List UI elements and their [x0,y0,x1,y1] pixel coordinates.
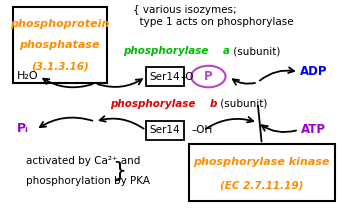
Text: ATP: ATP [301,123,326,136]
FancyBboxPatch shape [13,7,107,83]
Text: phosphoprotein: phosphoprotein [10,19,109,29]
Text: H₂O: H₂O [17,71,39,81]
Text: Ser14: Ser14 [150,125,180,135]
Text: activated by Ca²⁺ and: activated by Ca²⁺ and [26,156,140,166]
Text: b: b [210,99,217,109]
Text: phosphorylation by PKA: phosphorylation by PKA [26,176,150,187]
Text: (subunit): (subunit) [230,46,280,56]
Text: P: P [204,70,213,83]
Text: a: a [223,46,230,56]
Text: –OH: –OH [192,125,213,135]
Text: ADP: ADP [300,66,327,78]
FancyBboxPatch shape [146,120,184,140]
Text: –O: –O [181,72,194,82]
Text: Pᵢ: Pᵢ [17,122,29,135]
FancyBboxPatch shape [146,67,184,87]
Text: phosphorylase kinase: phosphorylase kinase [194,157,330,167]
Text: (3.1.3.16): (3.1.3.16) [31,62,89,72]
Text: }: } [112,161,127,181]
Text: (subunit): (subunit) [217,99,267,109]
FancyBboxPatch shape [189,144,335,201]
Text: phosphatase: phosphatase [19,40,100,50]
Text: phosphorylase: phosphorylase [123,46,212,56]
Circle shape [191,66,226,87]
Text: Ser14: Ser14 [150,72,180,82]
Text: (EC 2.7.11.19): (EC 2.7.11.19) [220,180,304,190]
Text: { various isozymes;: { various isozymes; [133,5,236,15]
Text: type 1 acts on phosphorylase: type 1 acts on phosphorylase [133,17,294,27]
Text: phosphorylase: phosphorylase [110,99,199,109]
